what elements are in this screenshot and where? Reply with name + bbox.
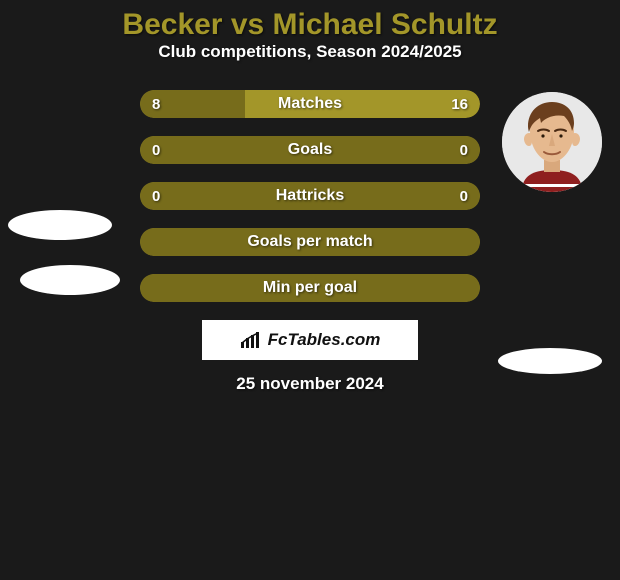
brand-badge: FcTables.com bbox=[202, 320, 418, 360]
stat-row-fill bbox=[140, 274, 480, 302]
title-text: Becker vs Michael Schultz bbox=[122, 8, 497, 41]
right-lozenge-1 bbox=[498, 348, 602, 374]
date-line: 25 november 2024 bbox=[0, 374, 620, 394]
stat-row-matches: Matches816 bbox=[140, 90, 480, 118]
left-lozenge-2 bbox=[20, 265, 120, 295]
stat-row-fill bbox=[140, 136, 480, 164]
page-title: Becker vs Michael Schultz bbox=[0, 0, 620, 42]
subtitle-text: Club competitions, Season 2024/2025 bbox=[158, 42, 461, 61]
left-lozenge-1 bbox=[8, 210, 112, 240]
stat-row-goals-per-match: Goals per match bbox=[140, 228, 480, 256]
player-right-avatar-img bbox=[502, 92, 602, 192]
stat-row-hattricks: Hattricks00 bbox=[140, 182, 480, 210]
comparison-panel: Matches816 Goals00 Hattricks00 Goals per ma… bbox=[0, 90, 620, 394]
stat-row-fill bbox=[140, 90, 245, 118]
player-right-avatar bbox=[502, 92, 602, 192]
brand-text: FcTables.com bbox=[268, 330, 381, 350]
stat-row-fill bbox=[140, 182, 480, 210]
stat-row-fill bbox=[140, 228, 480, 256]
date-text: 25 november 2024 bbox=[236, 374, 383, 393]
stat-row-goals: Goals00 bbox=[140, 136, 480, 164]
subtitle: Club competitions, Season 2024/2025 bbox=[0, 42, 620, 62]
stat-row-min-per-goal: Min per goal bbox=[140, 274, 480, 302]
brand-bars-icon bbox=[240, 331, 262, 349]
